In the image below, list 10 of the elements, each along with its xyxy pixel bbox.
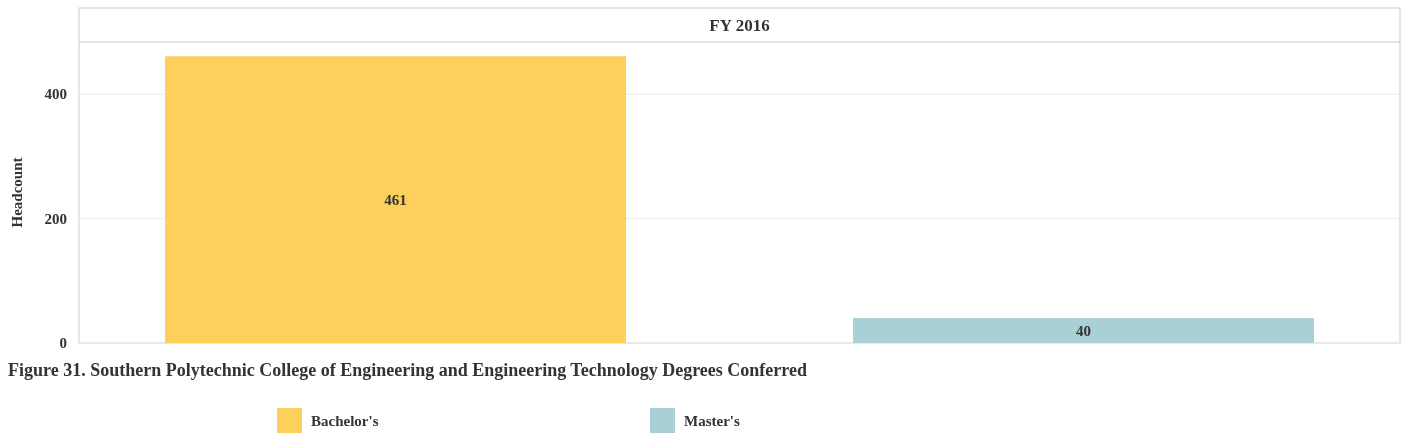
y-tick-label: 0: [59, 335, 67, 352]
data-label: 461: [384, 191, 407, 208]
y-tick-label: 200: [44, 210, 67, 227]
legend-label: Bachelor's: [311, 412, 379, 429]
chart-subtitle: FY 2016: [709, 15, 770, 35]
data-label: 40: [1076, 322, 1092, 339]
legend-label: Master's: [684, 412, 740, 429]
y-axis-title: Headcount: [9, 157, 25, 228]
text: Figure 31. Southern Polytechnic College of Engineering and Engineering Technology Degrees Conferred: [8, 360, 807, 380]
y-tick-label: 400: [44, 86, 67, 103]
